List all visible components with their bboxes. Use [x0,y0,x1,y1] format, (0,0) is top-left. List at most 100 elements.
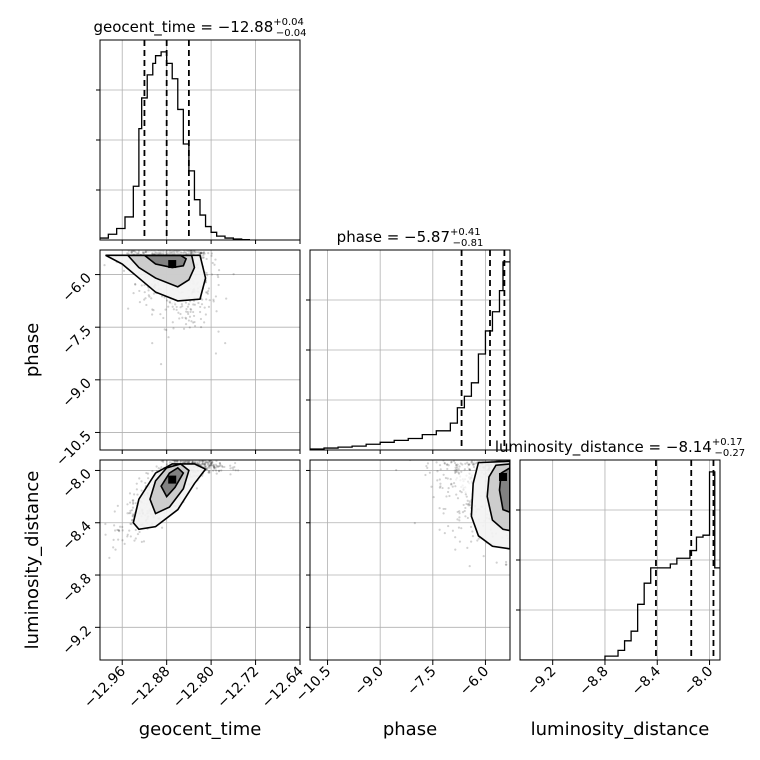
sample-point [155,465,158,468]
sample-point [211,261,214,265]
sample-point [203,461,207,464]
sample-point [160,466,163,469]
ytick-label-luminosity_distance-0: −9.2 [59,623,94,658]
sample-point [184,323,188,326]
sample-point [233,465,236,469]
sample-point [179,306,182,309]
sample-point [456,468,459,471]
sample-point [108,556,111,559]
sample-point [215,472,218,475]
sample-point [187,460,191,463]
sample-point [210,463,213,467]
sample-point [141,252,145,255]
density-peak-0 [168,260,177,269]
sample-point [444,507,447,511]
sample-point [201,461,205,464]
sample-point [137,251,140,255]
sample-point [186,310,189,314]
sample-point [192,321,195,324]
sample-point [175,308,178,311]
ytick-label-phase-3: −6.0 [59,270,94,305]
ytick-label-phase-2: −7.5 [59,323,94,358]
sample-point [472,465,476,469]
sample-point [237,469,240,472]
sample-point [156,251,159,254]
sample-point [121,525,124,529]
sample-point [185,461,188,464]
sample-point [467,480,470,483]
sample-point [201,256,204,259]
sample-point [189,250,192,253]
sample-point [197,461,200,464]
hist-step-geocent_time [100,51,250,240]
sample-point [470,461,473,464]
sample-point [455,493,458,496]
sample-point [112,538,115,541]
sample-point [175,250,178,253]
sample-point [220,469,223,472]
sample-point [193,461,197,464]
sample-point [180,251,183,254]
sample-point [177,250,181,253]
sample-point [207,252,210,255]
sample-point [158,251,161,254]
sample-point [143,251,146,254]
sample-point [470,476,473,480]
sample-point [203,462,206,465]
sample-point [140,284,143,287]
sample-point [454,471,457,474]
sample-point [447,487,450,490]
sample-point [150,297,153,300]
sample-point [171,461,174,464]
sample-point [473,467,477,471]
sample-point [201,462,204,465]
sample-point [436,479,439,482]
sample-point [460,485,463,489]
sample-point [206,461,209,464]
sample-point [181,305,184,308]
sample-point [129,509,132,512]
sample-point [191,461,194,464]
sample-point [173,301,176,304]
sample-point [203,321,206,324]
sample-point [470,479,473,483]
sample-point [460,491,463,494]
sample-point [463,509,466,513]
sample-point [505,563,508,566]
sample-point [155,251,158,254]
sample-point [461,511,465,514]
sample-point [176,250,180,253]
sample-point [426,462,430,465]
ylabel-luminosity_distance: luminosity_distance [22,471,43,650]
sample-point [123,542,126,545]
sample-point [221,465,224,469]
sample-point [173,251,177,255]
sample-point [202,251,205,254]
hist-step-phase [310,261,510,450]
sample-point [129,522,132,525]
sample-point [224,342,227,345]
sample-point [473,463,477,466]
sample-point [188,315,192,318]
sample-point [151,313,154,316]
sample-point [454,485,457,488]
sample-point [208,466,211,469]
sample-point [181,316,184,319]
sample-point [113,524,116,527]
sample-point [470,474,474,477]
sample-point [468,472,471,475]
sample-point [151,341,154,345]
sample-point [172,308,175,311]
contour-1-2 [132,463,207,531]
xtick-label-geocent_time-0: −12.96 [81,663,129,711]
sample-point [177,252,180,255]
sample-point [457,468,460,471]
sample-point [442,512,445,515]
sample-point [467,503,470,506]
sample-point [466,480,470,483]
sample-point [208,465,211,468]
sample-point [468,468,472,471]
sample-point [182,460,185,463]
sample-point [445,463,449,466]
